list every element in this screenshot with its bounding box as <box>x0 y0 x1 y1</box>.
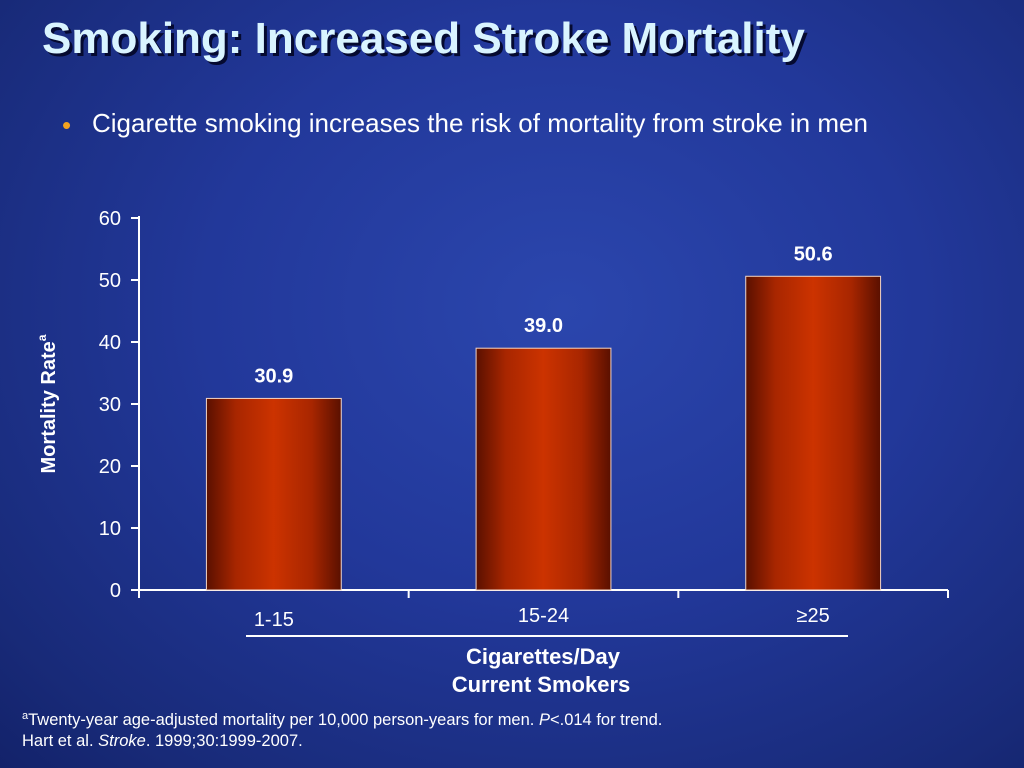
y-tick-label: 50 <box>99 270 121 292</box>
bar-3 <box>745 275 882 591</box>
bar-2 <box>475 347 612 591</box>
bar-value-label: 50.6 <box>794 243 833 265</box>
citation-author: Hart et al. <box>22 732 99 750</box>
footnote-p-value: P <box>538 711 550 729</box>
x-axis-title-line2: Current Smokers <box>452 672 631 697</box>
x-category-label: ≥25 <box>797 605 830 627</box>
footnote-marker: a <box>22 710 29 722</box>
bullet-dot-icon: • <box>62 110 72 140</box>
footnote: aTwenty-year age-adjusted mortality per … <box>22 706 662 752</box>
y-tick-label: 60 <box>99 208 121 230</box>
footnote-line-1: aTwenty-year age-adjusted mortality per … <box>22 706 662 731</box>
bar-1 <box>205 397 342 591</box>
footnote-line-2: Hart et al. Stroke. 1999;30:1999-2007. <box>22 731 662 752</box>
slide-title: Smoking: Increased Stroke Mortality <box>42 14 805 63</box>
y-tick-label: 0 <box>110 580 121 602</box>
y-axis-title-superscript: a <box>35 334 49 341</box>
x-category-label: 1-15 <box>254 609 294 631</box>
footnote-text: Twenty-year age-adjusted mortality per 1… <box>28 711 539 729</box>
citation-journal: Stroke <box>98 732 146 750</box>
bullet-item: • Cigarette smoking increases the risk o… <box>62 108 868 140</box>
x-category-label: 15-24 <box>518 605 569 627</box>
y-tick-label: 30 <box>99 394 121 416</box>
bar-value-label: 30.9 <box>254 365 293 387</box>
y-tick-label: 40 <box>99 332 121 354</box>
citation-details: . 1999;30:1999-2007. <box>145 732 303 750</box>
y-axis-title: Mortality Ratea <box>35 334 60 473</box>
y-tick-label: 10 <box>99 518 121 540</box>
y-tick-label: 20 <box>99 456 121 478</box>
x-axis-title-line1: Cigarettes/Day <box>466 644 621 669</box>
bar-value-label: 39.0 <box>524 315 563 337</box>
bar-chart: 0 10 20 30 40 50 60 Mortality Ratea 30.9 1-15 39.0… <box>35 208 882 697</box>
footnote-trend: <.014 for trend. <box>549 711 663 729</box>
bullet-text: Cigarette smoking increases the risk of … <box>92 108 868 138</box>
